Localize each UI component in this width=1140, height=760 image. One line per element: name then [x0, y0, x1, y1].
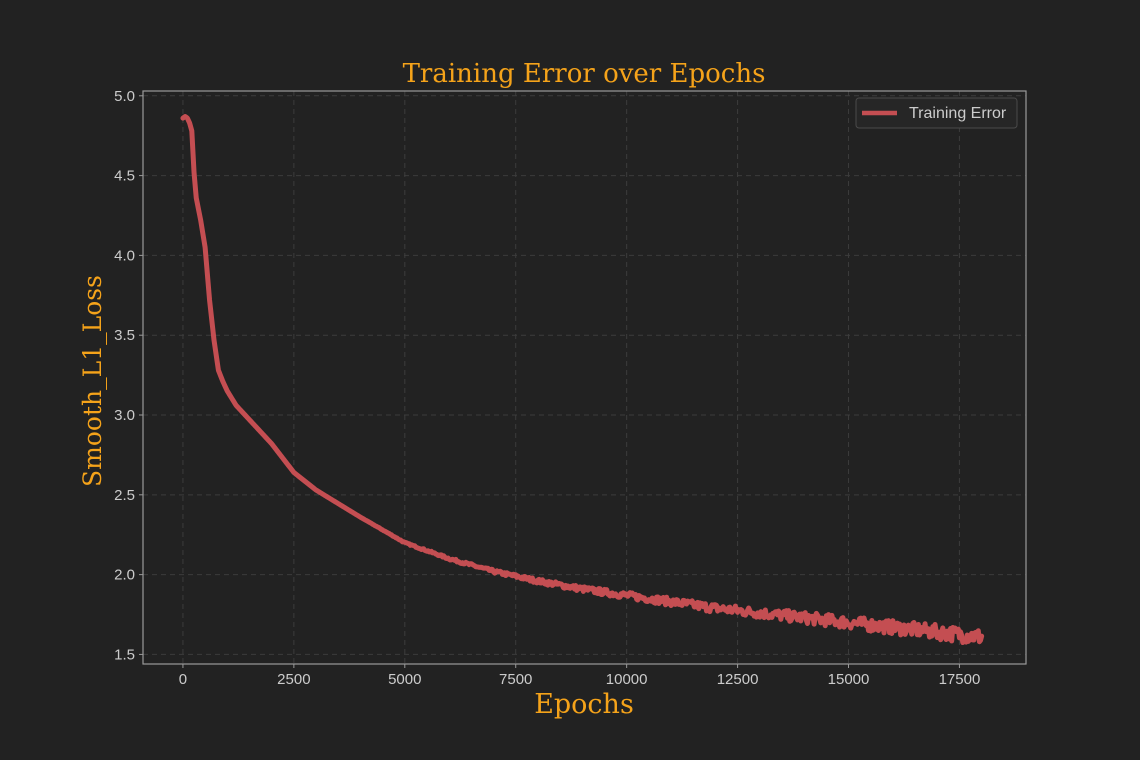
x-axis-label: Epochs	[534, 689, 634, 720]
y-ticks: 1.5 2.0 2.5 3.0 3.5 4.0 4.5 5.0	[114, 88, 143, 663]
y-axis-label: Smooth_L1_Loss	[78, 275, 107, 487]
legend-box	[855, 97, 1018, 129]
y-tick-label: 5.0	[114, 88, 135, 105]
x-tick-label: 15000	[828, 671, 870, 688]
grid-lines	[143, 91, 1026, 664]
y-tick-label: 4.5	[114, 168, 135, 185]
x-tick-label: 5000	[388, 671, 421, 688]
y-tick-label: 2.0	[114, 567, 135, 584]
plot-frame	[142, 90, 1027, 665]
legend-entry-training-error: Training Error	[909, 105, 1007, 122]
x-tick-label: 7500	[499, 671, 532, 688]
x-tick-label: 0	[179, 671, 187, 688]
x-tick-label: 12500	[717, 671, 759, 688]
x-ticks: 0 2500 5000 7500 10000 12500 15000 17500	[179, 664, 981, 688]
plot-area	[143, 91, 1026, 664]
y-tick-label: 1.5	[114, 646, 135, 663]
y-tick-label: 2.5	[114, 487, 135, 504]
legend: Training Error	[855, 97, 1018, 129]
x-tick-label: 17500	[939, 671, 981, 688]
series-line-training-error	[180, 114, 985, 646]
series-layer	[180, 114, 985, 646]
x-tick-label: 2500	[277, 671, 310, 688]
y-tick-label: 3.5	[114, 327, 135, 344]
x-tick-label: 10000	[606, 671, 648, 688]
chart-title: Training Error over Epochs	[403, 59, 766, 89]
y-tick-label: 3.0	[114, 407, 135, 424]
y-tick-label: 4.0	[114, 247, 135, 264]
